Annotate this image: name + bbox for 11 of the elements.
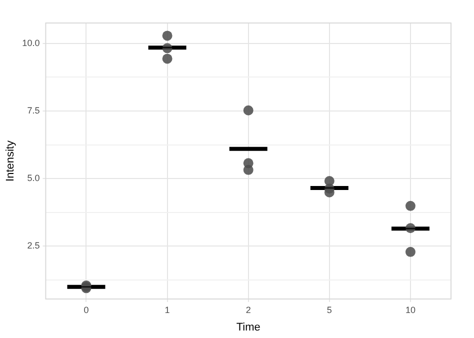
y-tick-label: 5.0: [27, 173, 40, 184]
y-axis-title: Intensity: [4, 140, 17, 182]
x-tick-label: 10: [405, 304, 416, 315]
x-tick-label: 1: [164, 304, 170, 315]
x-tick-label: 0: [84, 304, 89, 315]
x-tick-label: 5: [326, 304, 332, 315]
x-tick-label: 2: [246, 304, 251, 315]
y-tick-label: 2.5: [27, 240, 40, 251]
y-tick-label: 10.0: [22, 38, 40, 48]
x-axis-title: Time: [236, 321, 260, 334]
y-tick-label: 7.5: [27, 105, 40, 116]
